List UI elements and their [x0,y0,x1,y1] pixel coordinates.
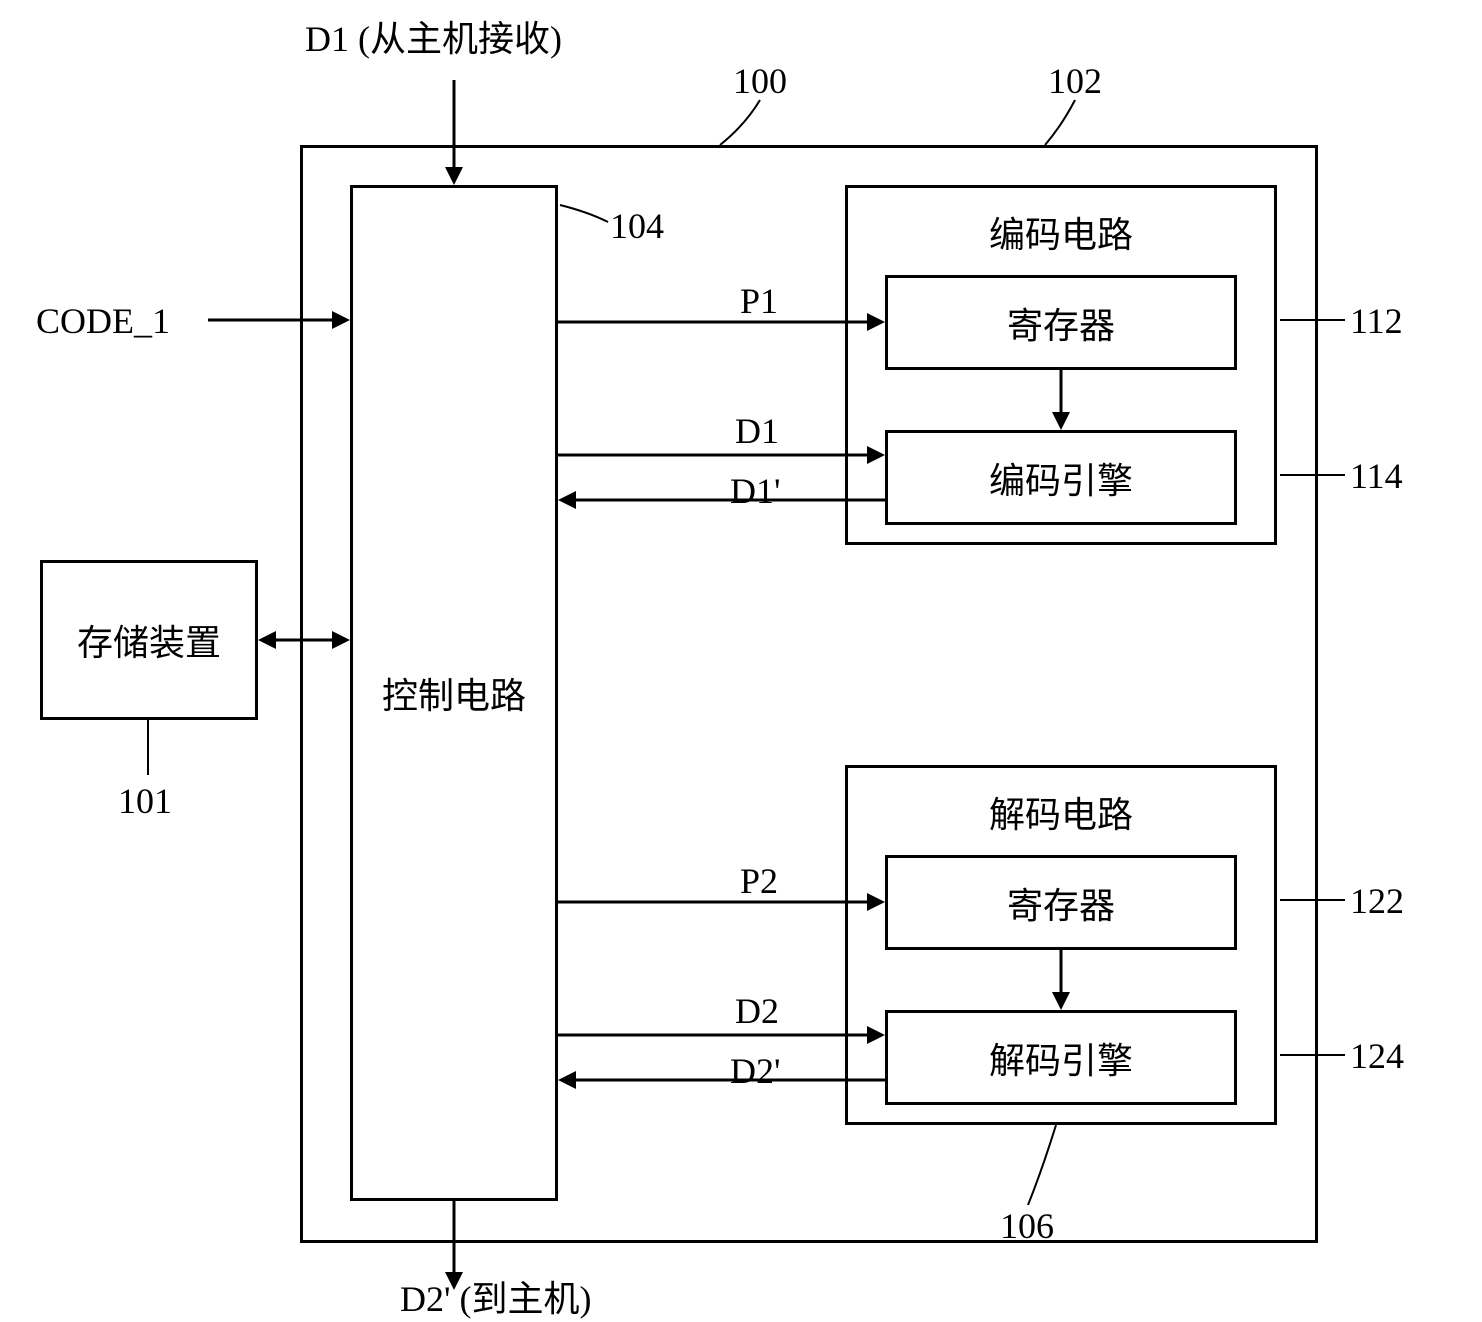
decoder-register-box: 寄存器 [885,855,1237,950]
signal-d1p: D1' [730,470,780,512]
code1-label: CODE_1 [36,300,170,342]
ref-122: 122 [1350,880,1404,922]
signal-d2p: D2' [730,1050,780,1092]
ref-101: 101 [118,780,172,822]
encoder-register-box: 寄存器 [885,275,1237,370]
ref-124: 124 [1350,1035,1404,1077]
ref-100: 100 [733,60,787,102]
decoder-register-label: 寄存器 [1007,877,1115,929]
signal-d2: D2 [735,990,779,1032]
ref-106: 106 [1000,1205,1054,1247]
diagram-canvas: { "toplabel": { "text": "D1 (从主机接收)", "x… [0,0,1482,1316]
storage-device-label: 存储装置 [77,614,221,666]
control-circuit-box: 控制电路 [350,185,558,1201]
d1-input-label: D1 (从主机接收) [305,10,562,62]
ref-114: 114 [1350,455,1403,497]
signal-p2: P2 [740,860,778,902]
signal-d1: D1 [735,410,779,452]
storage-device-box: 存储装置 [40,560,258,720]
decoder-engine-label: 解码引擎 [989,1032,1133,1084]
encoder-register-label: 寄存器 [1007,297,1115,349]
encoder-engine-label: 编码引擎 [989,452,1133,504]
decoder-engine-box: 解码引擎 [885,1010,1237,1105]
d2p-output-label: D2' (到主机) [400,1270,591,1322]
signal-p1: P1 [740,280,778,322]
ref-102: 102 [1048,60,1102,102]
control-circuit-label: 控制电路 [382,667,526,719]
encoder-engine-box: 编码引擎 [885,430,1237,525]
encoder-circuit-title: 编码电路 [848,206,1274,258]
ref-112: 112 [1350,300,1403,342]
decoder-circuit-title: 解码电路 [848,786,1274,838]
ref-104: 104 [610,205,664,247]
